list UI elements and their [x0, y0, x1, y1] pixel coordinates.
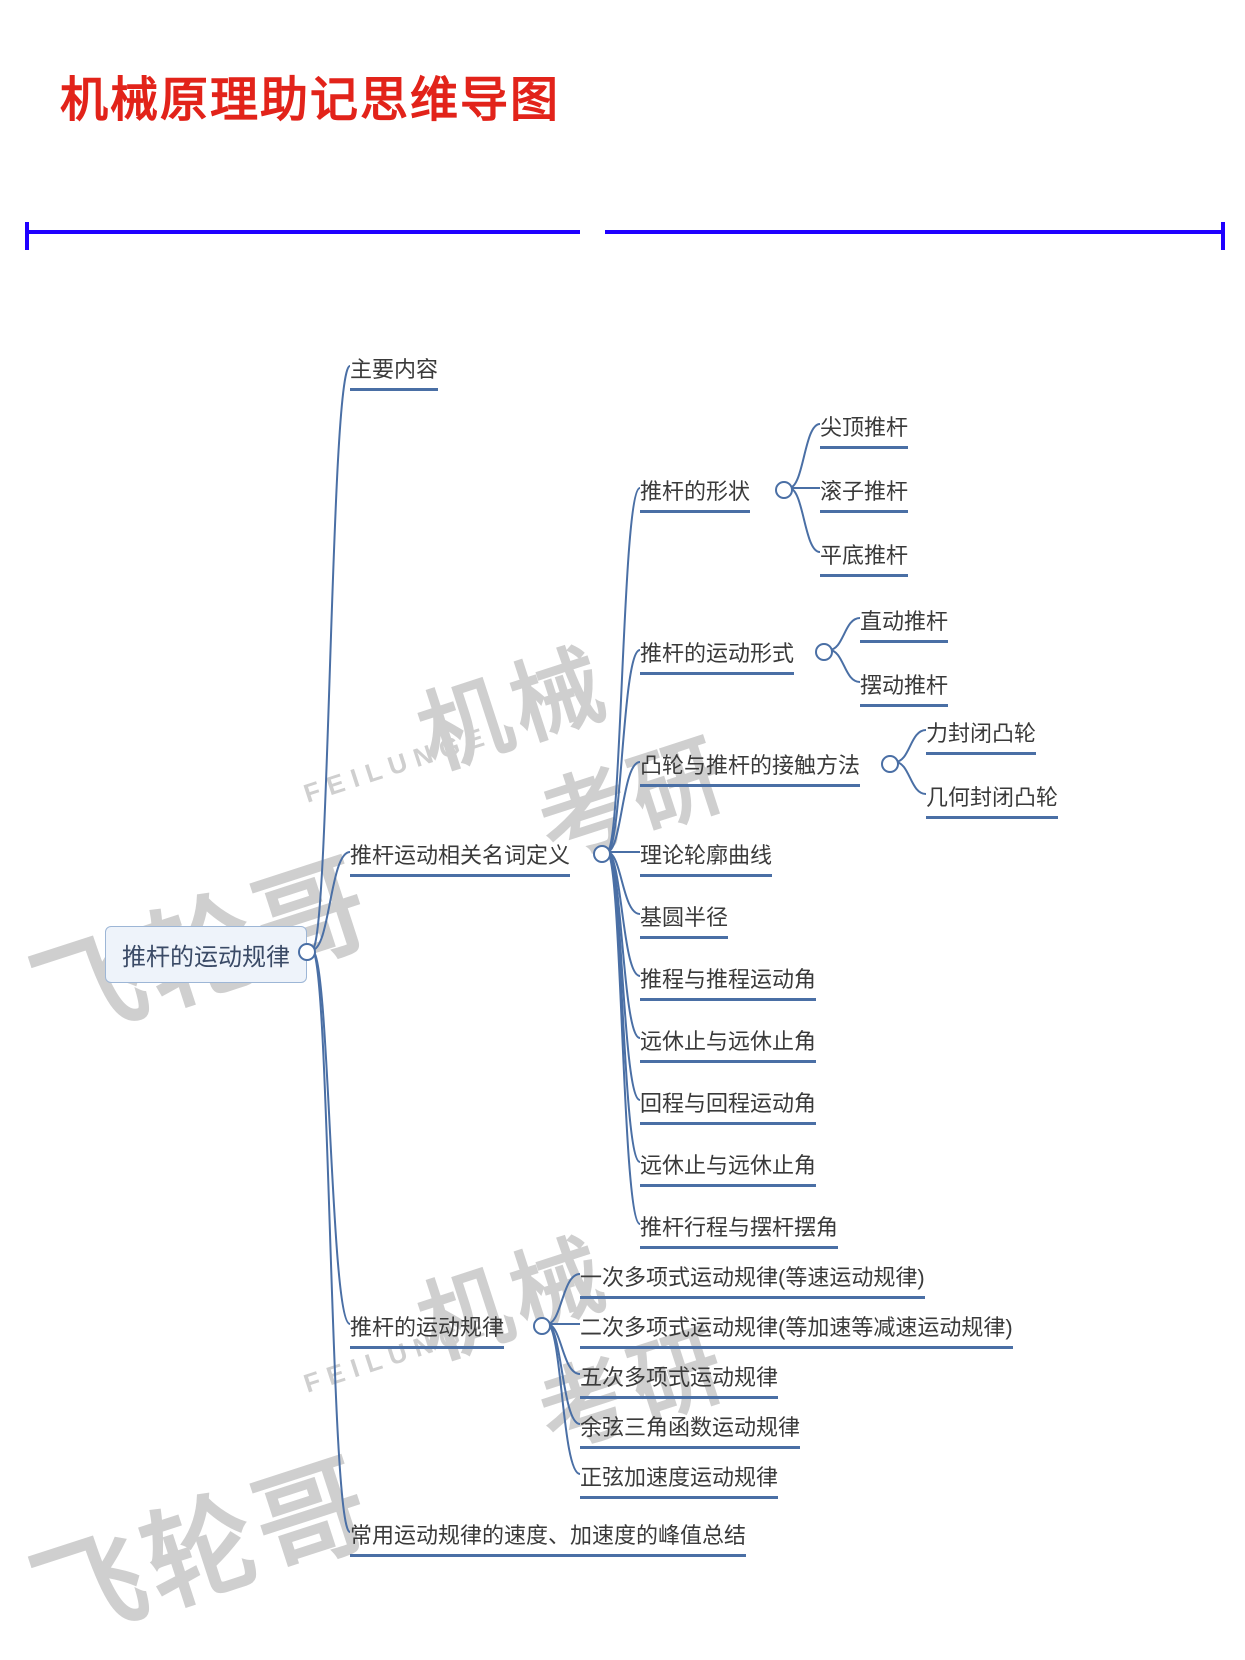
node-poly5: 五次多项式运动规律: [580, 1360, 778, 1399]
node-contact: 凸轮与推杆的接触方法: [640, 748, 860, 787]
node-joint: [881, 755, 899, 773]
node-poly1: 一次多项式运动规律(等速运动规律): [580, 1260, 925, 1299]
node-main-content: 主要内容: [350, 352, 438, 391]
node-motion-laws: 推杆的运动规律: [350, 1310, 504, 1349]
node-joint: [593, 845, 611, 863]
node-poly2: 二次多项式运动规律(等加速等减速运动规律): [580, 1310, 1013, 1349]
divider-right: [605, 230, 1225, 234]
node-theory-curve: 理论轮廓曲线: [640, 838, 772, 877]
watermark: 机械: [400, 611, 623, 794]
node-geom-closed: 几何封闭凸轮: [926, 780, 1058, 819]
node-far-rest-2: 远休止与远休止角: [640, 1148, 816, 1187]
node-sine-accel: 正弦加速度运动规律: [580, 1460, 778, 1499]
mindmap-root: 推杆的运动规律: [105, 926, 307, 983]
watermark: FEILUNGE: [300, 720, 495, 810]
node-joint: [533, 1317, 551, 1335]
node-summary: 常用运动规律的速度、加速度的峰值总结: [350, 1518, 746, 1557]
divider-left: [25, 230, 580, 234]
node-flat-pushrod: 平底推杆: [820, 538, 908, 577]
node-joint: [815, 643, 833, 661]
node-push-angle: 推程与推程运动角: [640, 962, 816, 1001]
node-term-defs: 推杆运动相关名词定义: [350, 838, 570, 877]
node-motion-form: 推杆的运动形式: [640, 636, 794, 675]
node-linear-pushrod: 直动推杆: [860, 604, 948, 643]
page-title: 机械原理助记思维导图: [60, 60, 560, 130]
node-joint: [775, 481, 793, 499]
node-swing-pushrod: 摆动推杆: [860, 668, 948, 707]
node-base-radius: 基圆半径: [640, 900, 728, 939]
watermark: 飞轮哥: [10, 1412, 390, 1660]
node-shape: 推杆的形状: [640, 474, 750, 513]
node-far-rest-1: 远休止与远休止角: [640, 1024, 816, 1063]
node-cosine: 余弦三角函数运动规律: [580, 1410, 800, 1449]
node-stroke-swing: 推杆行程与摆杆摆角: [640, 1210, 838, 1249]
node-tip-pushrod: 尖顶推杆: [820, 410, 908, 449]
node-roller-pushrod: 滚子推杆: [820, 474, 908, 513]
node-force-closed: 力封闭凸轮: [926, 716, 1036, 755]
node-return-angle: 回程与回程运动角: [640, 1086, 816, 1125]
page: 机械原理助记思维导图 飞轮哥 FEILUNGE 机械 考研 飞轮哥 FEILUN…: [0, 0, 1245, 1660]
node-joint: [298, 943, 316, 961]
